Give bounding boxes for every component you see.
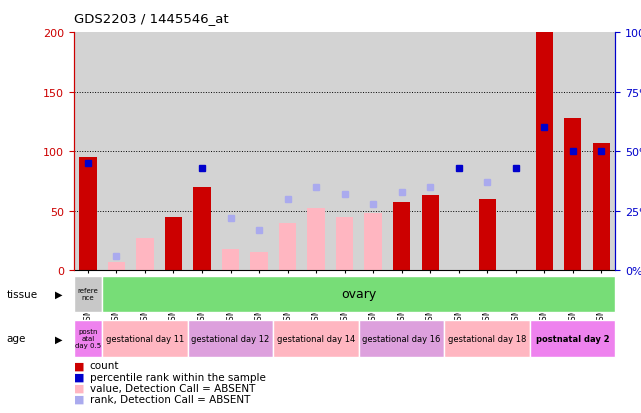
Bar (102, 320, 188, 357)
Text: gestational day 16: gestational day 16 (362, 334, 441, 343)
Bar (222, 249, 239, 271)
Text: gestational day 12: gestational day 12 (192, 334, 270, 343)
Text: gestational day 18: gestational day 18 (448, 334, 526, 343)
Bar (74, 320, 102, 357)
Bar (137, 238, 154, 271)
Text: rank, Detection Call = ABSENT: rank, Detection Call = ABSENT (90, 394, 250, 404)
Text: postnatal day 2: postnatal day 2 (536, 334, 610, 343)
Bar (592, 143, 610, 271)
Text: count: count (90, 361, 119, 370)
Bar (479, 199, 495, 271)
Bar (359, 320, 444, 357)
Text: ■: ■ (74, 394, 84, 404)
Bar (188, 320, 273, 357)
Bar (251, 253, 267, 271)
Bar (79, 158, 97, 271)
Bar (393, 203, 410, 271)
Bar (365, 214, 381, 271)
Bar (74, 277, 102, 312)
Bar (336, 217, 353, 271)
Text: ■: ■ (74, 383, 84, 393)
Text: ■: ■ (74, 361, 84, 370)
Bar (165, 217, 182, 271)
Bar (108, 262, 125, 271)
Bar (308, 209, 324, 271)
Text: ▶: ▶ (54, 334, 62, 344)
Bar (444, 320, 530, 357)
Text: ovary: ovary (341, 288, 376, 301)
Text: ▶: ▶ (54, 290, 62, 299)
Bar (564, 119, 581, 271)
Text: postn
atal
day 0.5: postn atal day 0.5 (75, 329, 101, 349)
Bar (279, 223, 296, 271)
Bar (530, 320, 615, 357)
Bar (422, 196, 438, 271)
Text: gestational day 14: gestational day 14 (277, 334, 355, 343)
Text: age: age (6, 334, 26, 344)
Text: gestational day 11: gestational day 11 (106, 334, 184, 343)
Bar (535, 33, 553, 271)
Text: tissue: tissue (6, 290, 38, 299)
Text: ■: ■ (74, 372, 84, 382)
Text: value, Detection Call = ABSENT: value, Detection Call = ABSENT (90, 383, 255, 393)
Text: GDS2203 / 1445546_at: GDS2203 / 1445546_at (74, 12, 228, 25)
Text: refere
nce: refere nce (78, 288, 98, 301)
Bar (273, 320, 359, 357)
Bar (194, 188, 210, 271)
Text: percentile rank within the sample: percentile rank within the sample (90, 372, 265, 382)
